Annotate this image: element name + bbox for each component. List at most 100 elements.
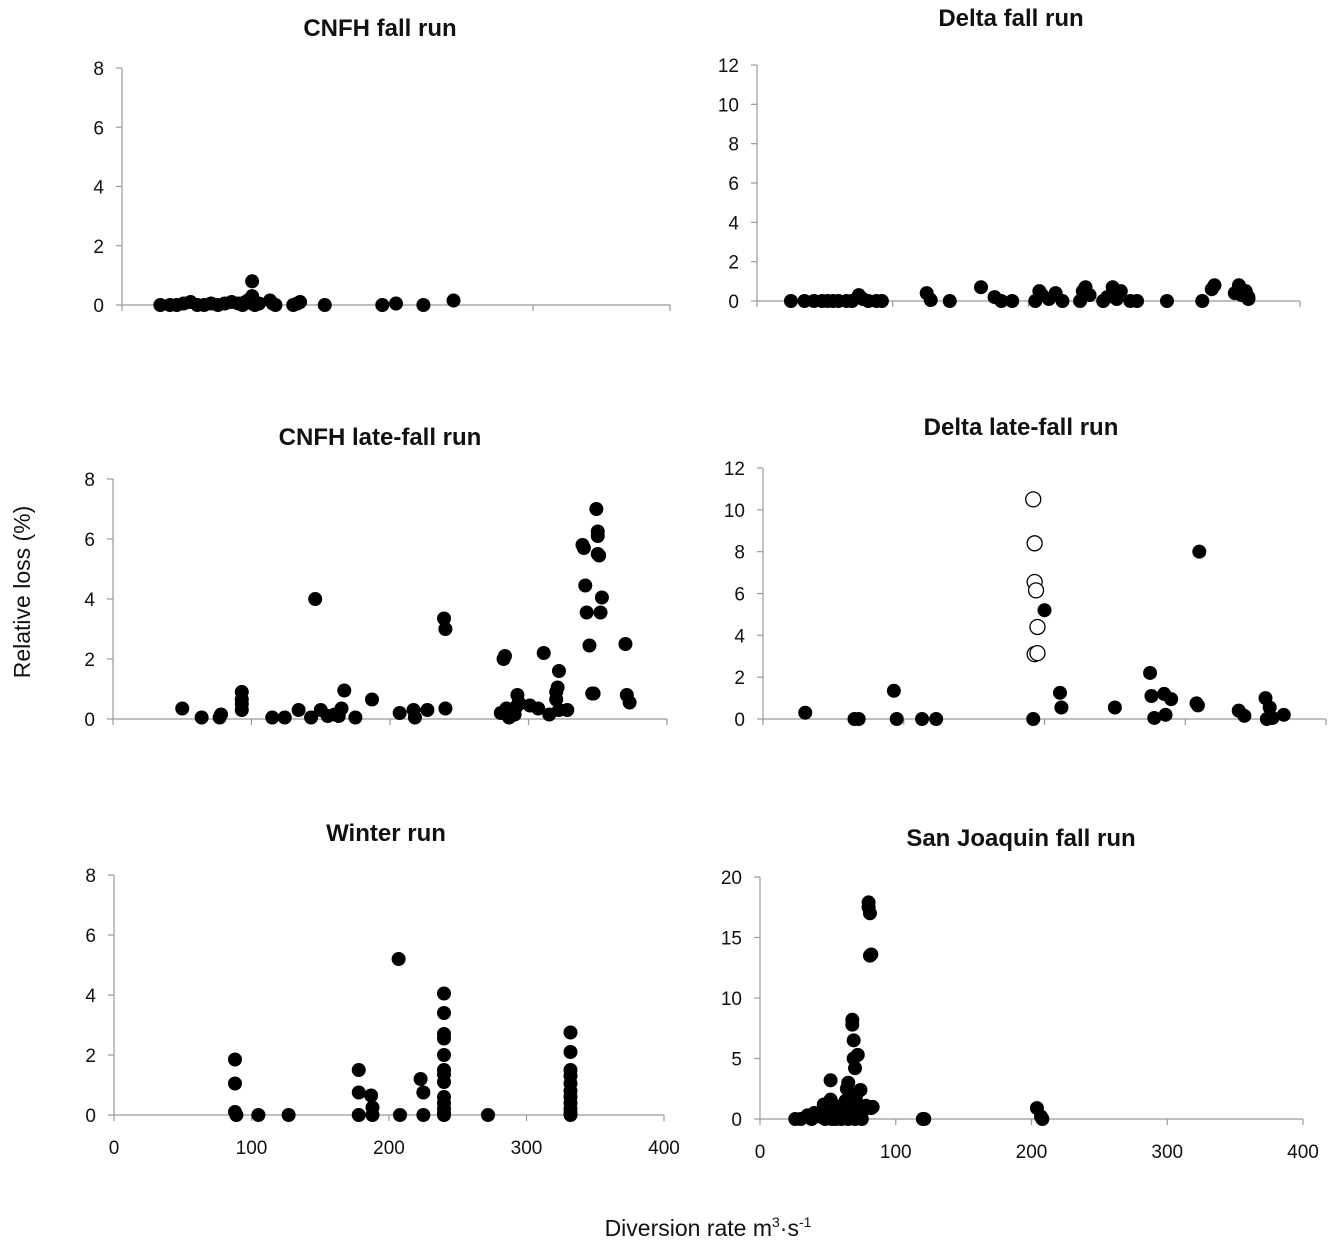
data-point: [594, 590, 609, 605]
x-tick-label: 0: [755, 1142, 766, 1163]
data-point: [851, 712, 866, 726]
data-point: [1237, 708, 1252, 723]
data-point: [245, 274, 260, 289]
data-point: [590, 529, 605, 543]
data-point: [592, 548, 607, 563]
data-point: [391, 952, 406, 966]
data-point: [1037, 603, 1052, 618]
data-point: [582, 638, 597, 653]
data-point: [268, 298, 283, 312]
y-tick-label: 4: [93, 178, 104, 199]
data-point: [865, 1099, 880, 1114]
y-tick-label: 8: [85, 866, 96, 887]
data-point: [437, 1108, 451, 1122]
data-point: [917, 1112, 932, 1126]
y-tick-label: 15: [721, 929, 742, 950]
y-tick-label: 10: [724, 501, 745, 522]
hollow-data-point: [1029, 618, 1046, 636]
y-tick-label: 4: [734, 626, 745, 647]
panel-delta-late-fall: Delta late-fall run 0 2 4 6 8 10 12: [724, 414, 1327, 731]
x-tick-label: 100: [236, 1138, 268, 1159]
x-tick-label: 400: [1287, 1142, 1319, 1163]
data-point: [437, 986, 451, 1001]
x-axis-title-sup-2: -1: [799, 1214, 812, 1230]
data-point: [550, 680, 565, 695]
data-point: [845, 1017, 860, 1032]
panel-delta-fall: Delta fall run 0 2 4 6 8 10 12: [718, 5, 1301, 313]
data-point: [823, 1073, 838, 1088]
data-point: [351, 1108, 366, 1122]
data-point: [973, 280, 988, 295]
data-point: [291, 703, 306, 717]
data-point: [1113, 284, 1128, 299]
x-axis-title-mid: ·s: [780, 1215, 799, 1241]
data-point: [874, 294, 889, 308]
data-point: [364, 1088, 379, 1103]
data-point: [416, 1085, 431, 1100]
data-point: [481, 1108, 495, 1122]
data-point: [563, 1025, 578, 1040]
data-point: [593, 605, 608, 620]
data-point: [252, 296, 266, 311]
data-point: [416, 298, 431, 312]
data-point: [416, 1108, 431, 1122]
panel-title: CNFH fall run: [303, 15, 456, 42]
y-tick-label: 2: [734, 668, 745, 689]
data-point: [497, 649, 512, 663]
x-tick-label: 300: [511, 1138, 543, 1159]
y-tick-label: 6: [734, 585, 745, 606]
y-tick-label: 4: [85, 986, 96, 1007]
y-tick-label: 8: [734, 543, 745, 564]
x-tick-label: 100: [880, 1142, 912, 1163]
y-tick-label: 8: [84, 470, 95, 491]
y-tick-label: 6: [728, 174, 739, 195]
data-point: [365, 1108, 380, 1122]
data-point: [531, 701, 546, 716]
data-point: [589, 502, 604, 516]
data-point: [364, 692, 379, 707]
data-point: [915, 712, 930, 726]
data-point: [375, 298, 390, 312]
data-point: [560, 703, 575, 717]
data-point: [618, 637, 633, 651]
data-point: [579, 605, 594, 620]
y-tick-label: 0: [84, 710, 95, 731]
hollow-data-point: [1029, 644, 1046, 662]
data-point: [848, 1061, 863, 1076]
y-tick-label: 6: [84, 530, 95, 551]
data-point: [586, 686, 601, 701]
data-point: [1159, 294, 1174, 308]
data-point: [850, 1047, 865, 1062]
data-point: [234, 685, 249, 699]
panel-cnfh-late-fall: CNFH late-fall run 0 2 4 6 8: [84, 424, 668, 731]
y-tick-label: 2: [84, 650, 95, 671]
data-point: [228, 1052, 242, 1067]
data-point: [265, 710, 280, 725]
panel-winter: Winter run 0 2 4 6 8 0 100 200 300 400: [85, 820, 679, 1159]
y-tick-label: 4: [728, 213, 739, 234]
y-tick-label: 2: [728, 253, 739, 274]
data-point: [194, 710, 209, 725]
data-point: [389, 296, 403, 311]
data-point: [1107, 700, 1122, 715]
y-tick-label: 20: [721, 868, 742, 889]
data-point: [1147, 710, 1162, 725]
x-axis-title-sup-1: 3: [772, 1214, 780, 1230]
data-point: [277, 710, 292, 725]
data-point: [1265, 710, 1280, 725]
hollow-data-point: [1026, 535, 1043, 552]
data-point: [1241, 290, 1256, 305]
y-tick-label: 0: [734, 710, 745, 731]
panel-title: San Joaquin fall run: [906, 825, 1135, 852]
data-point: [304, 710, 319, 725]
data-point: [438, 622, 453, 636]
y-tick-label: 8: [93, 59, 104, 80]
data-point: [511, 695, 526, 710]
data-point: [228, 1076, 242, 1091]
data-point: [281, 1108, 296, 1122]
data-point: [437, 1048, 451, 1062]
data-point: [175, 701, 190, 716]
data-point: [1082, 288, 1097, 303]
data-point: [783, 294, 798, 308]
data-point: [798, 705, 813, 720]
